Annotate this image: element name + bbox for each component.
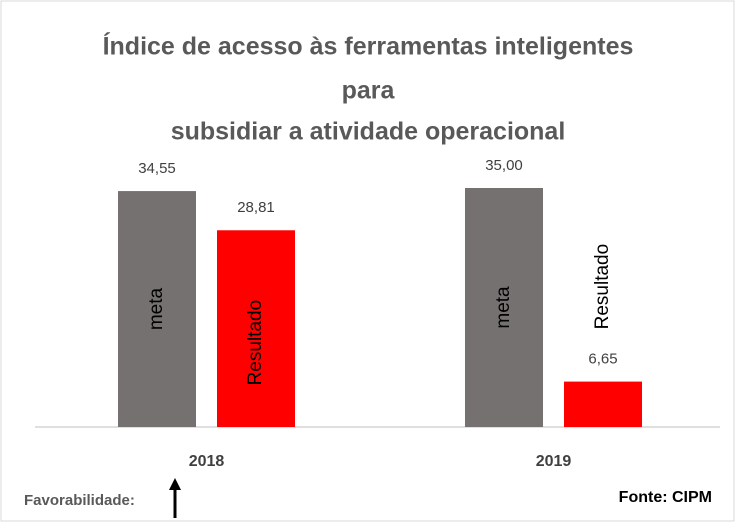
series-label: meta	[146, 287, 167, 330]
data-label: 34,55	[138, 160, 176, 177]
bar	[217, 230, 295, 427]
series-label: meta	[493, 286, 514, 329]
x-tick-label: 2018	[189, 453, 225, 470]
chart-title: subsidiar a atividade operacional	[171, 118, 566, 146]
data-label: 35,00	[485, 157, 523, 174]
data-label: 6,65	[588, 351, 617, 368]
series-label: Resultado	[245, 300, 266, 386]
bar	[118, 191, 196, 427]
data-label: 28,81	[237, 199, 275, 216]
bar	[465, 188, 543, 427]
chart-title: Índice de acesso às ferramentas intelige…	[103, 32, 634, 61]
x-tick-label: 2019	[536, 453, 572, 470]
chart-title: para	[342, 77, 396, 105]
series-label: Resultado	[592, 244, 613, 330]
annotation: Fonte: CIPM	[619, 489, 712, 506]
annotation: Favorabilidade:	[24, 492, 135, 509]
arrow-head	[169, 478, 181, 490]
bar	[564, 381, 642, 427]
